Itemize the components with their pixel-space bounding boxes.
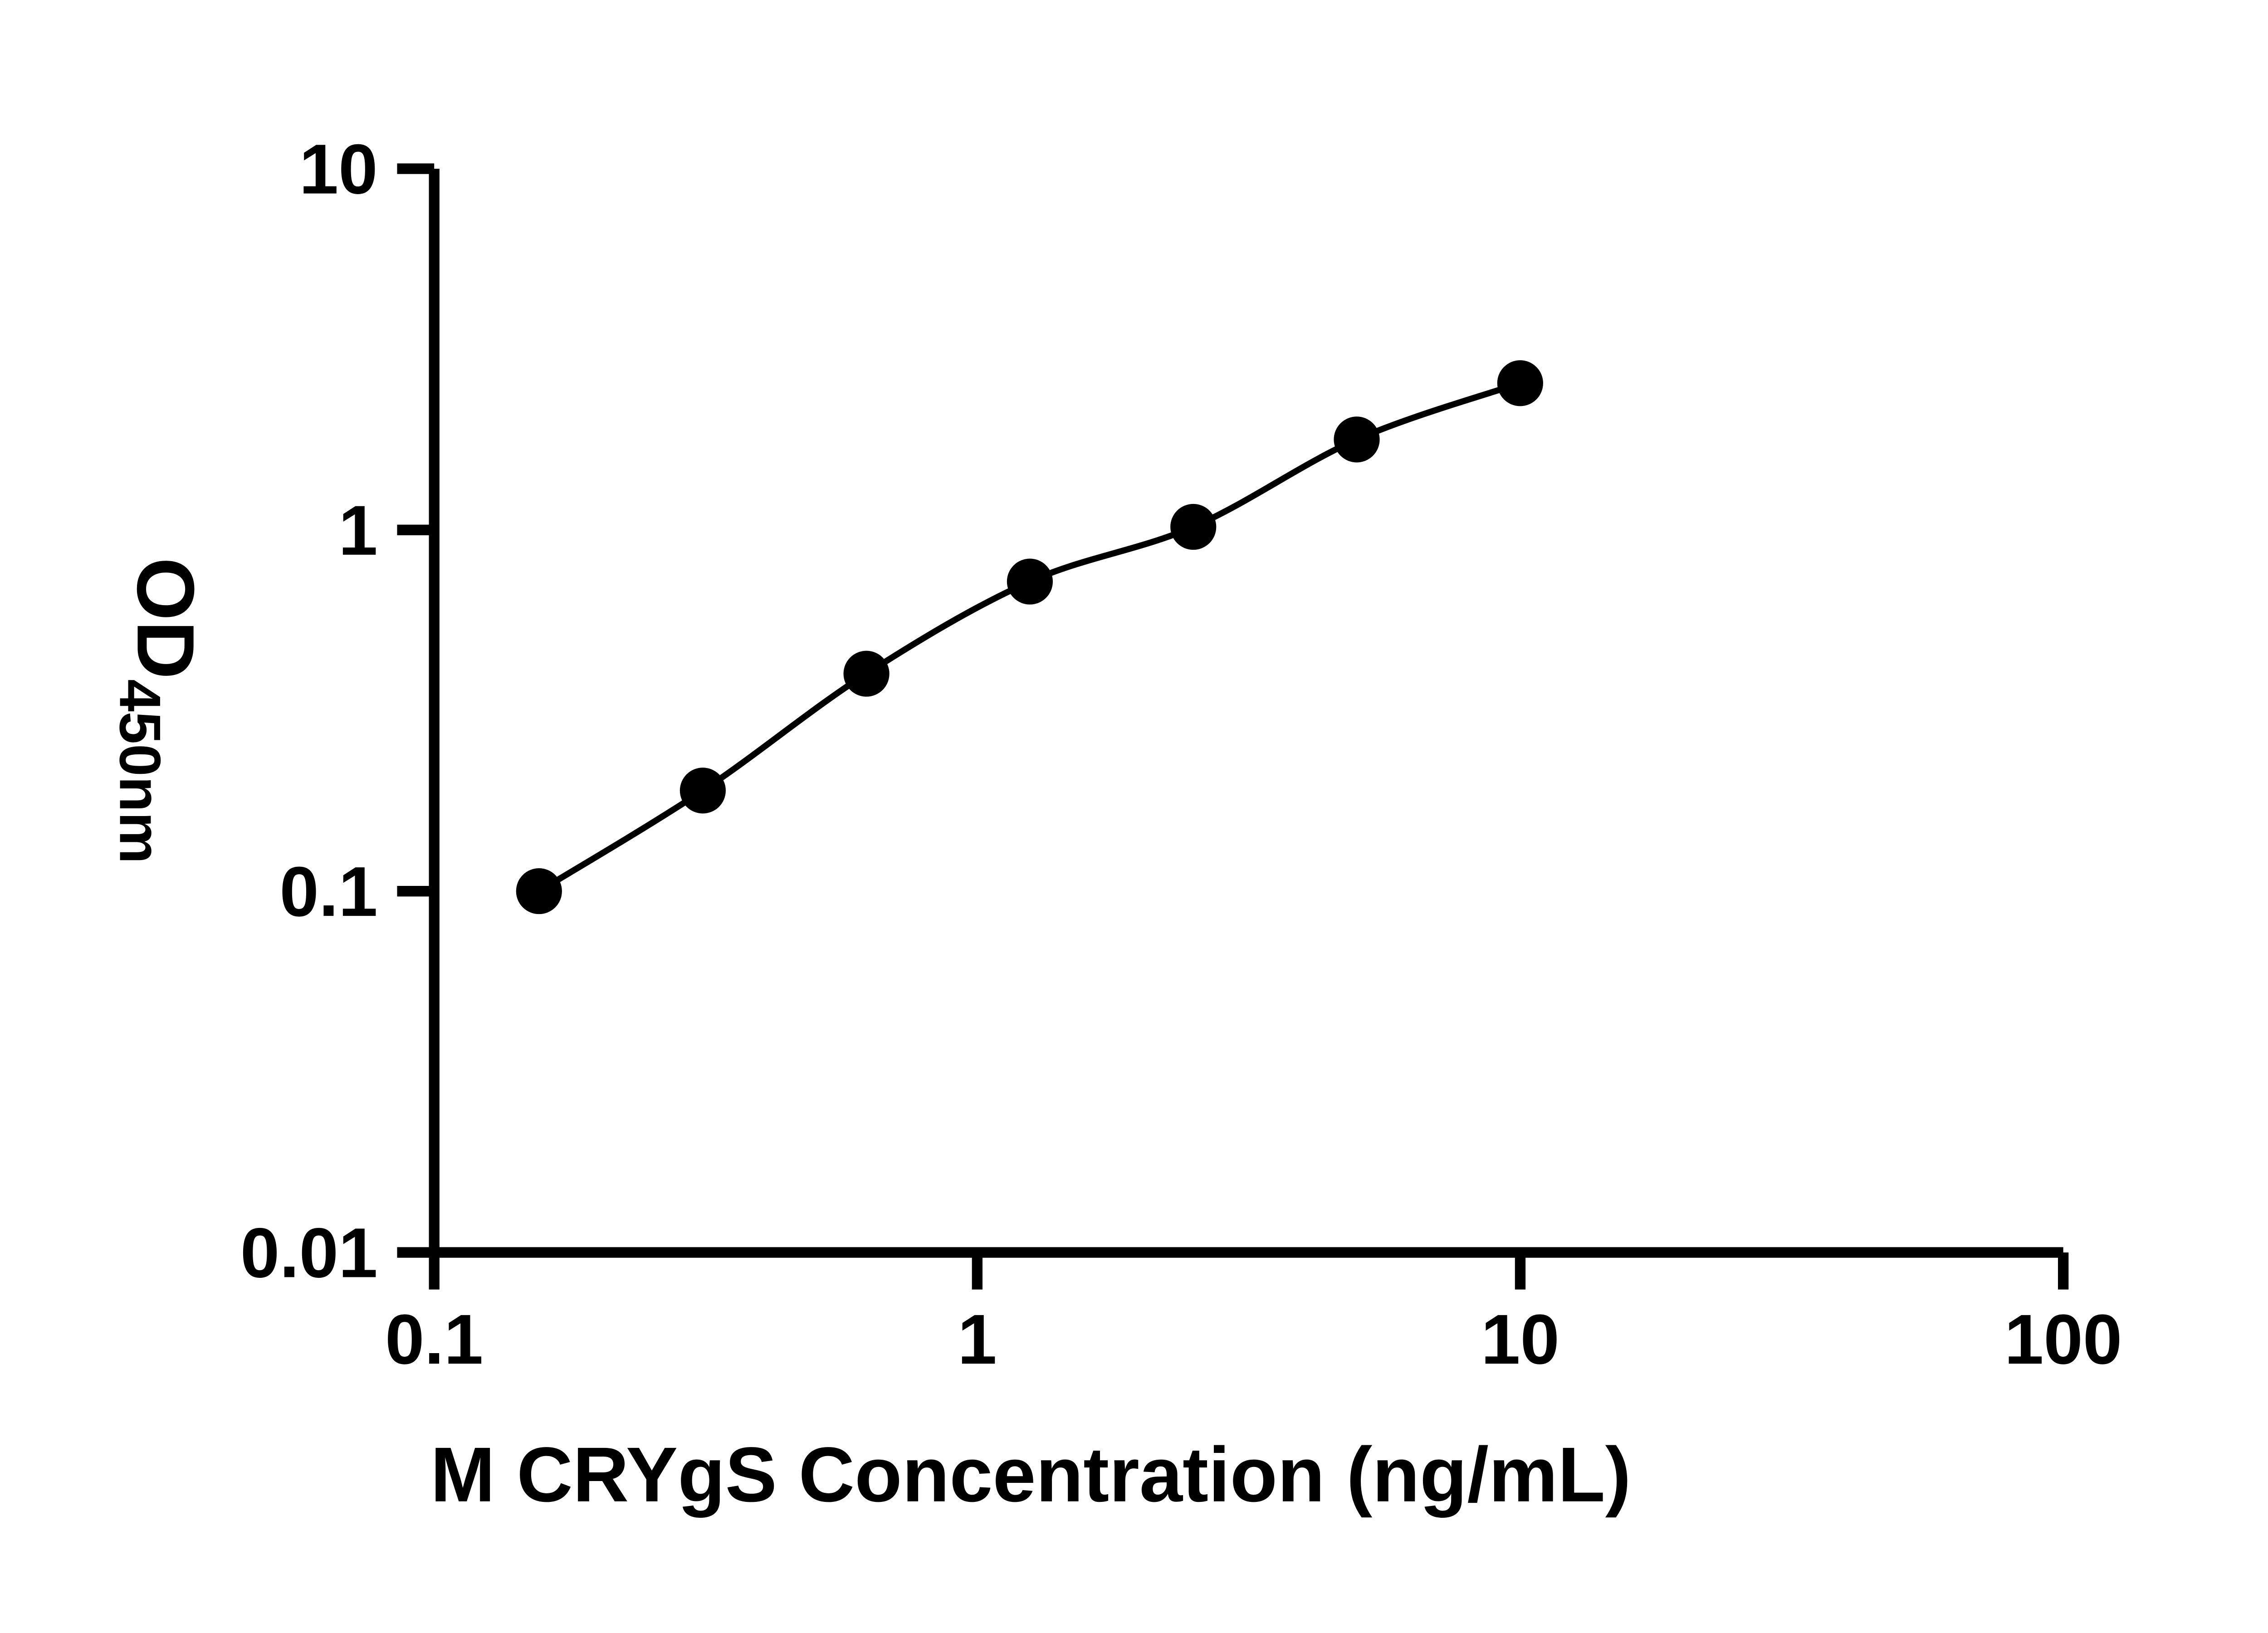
data-point-3 bbox=[1007, 558, 1053, 605]
y-tick-label: 0.1 bbox=[279, 852, 377, 931]
x-tick-label: 100 bbox=[2004, 1300, 2122, 1379]
x-tick-label: 10 bbox=[1481, 1300, 1559, 1379]
data-point-5 bbox=[1334, 416, 1380, 463]
x-axis-title: M CRYgS Concentration (ng/mL) bbox=[430, 1432, 1631, 1518]
x-tick-label: 1 bbox=[958, 1300, 997, 1379]
x-axis: 0.1 1 10 100 bbox=[385, 1252, 2122, 1379]
y-tick-label: 10 bbox=[299, 129, 378, 208]
data-point-2 bbox=[843, 650, 890, 697]
x-tick-label: 0.1 bbox=[385, 1300, 483, 1379]
data-point-6 bbox=[1497, 360, 1543, 406]
data-point-0 bbox=[516, 868, 562, 914]
data-point-1 bbox=[679, 768, 726, 814]
axes-frame bbox=[429, 168, 2063, 1258]
y-tick-label: 0.01 bbox=[240, 1213, 378, 1292]
data-points bbox=[516, 360, 1543, 914]
y-axis: 10 1 0.1 0.01 bbox=[240, 129, 435, 1292]
y-axis-title: OD450nm bbox=[108, 557, 211, 864]
y-tick-label: 1 bbox=[338, 491, 378, 570]
y-axis-title-main: OD bbox=[121, 557, 211, 679]
standard-curve-line bbox=[537, 380, 1521, 894]
data-point-4 bbox=[1170, 504, 1217, 550]
y-axis-title-subscript: 450nm bbox=[108, 679, 172, 864]
